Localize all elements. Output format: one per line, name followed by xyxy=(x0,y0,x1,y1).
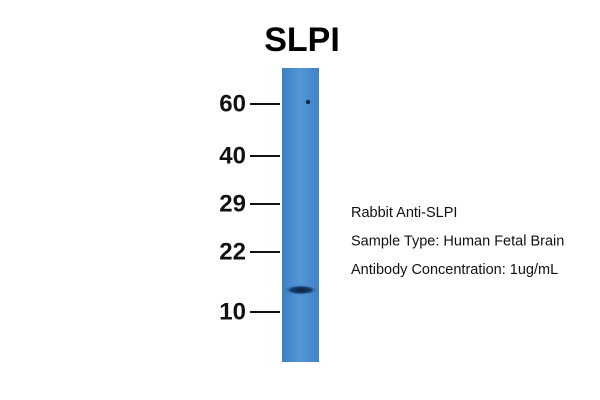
spot xyxy=(305,99,311,105)
title: SLPI xyxy=(264,21,340,59)
marker-label: 22 xyxy=(219,238,246,265)
annotation-group: Rabbit Anti-SLPI Sample Type: Human Fetal… xyxy=(351,205,564,278)
annotation: Sample Type: Human Fetal Brain xyxy=(351,233,564,249)
marker-label: 29 xyxy=(219,190,246,217)
band xyxy=(284,285,318,295)
blot-lane xyxy=(282,68,319,362)
annotation: Antibody Concentration: 1ug/mL xyxy=(351,262,558,278)
marker-label: 40 xyxy=(219,142,246,169)
marker-label: 10 xyxy=(219,298,246,325)
marker-label: 60 xyxy=(219,90,246,117)
marker-group: 60 40 29 22 10 xyxy=(219,90,280,325)
annotation: Rabbit Anti-SLPI xyxy=(351,205,457,221)
